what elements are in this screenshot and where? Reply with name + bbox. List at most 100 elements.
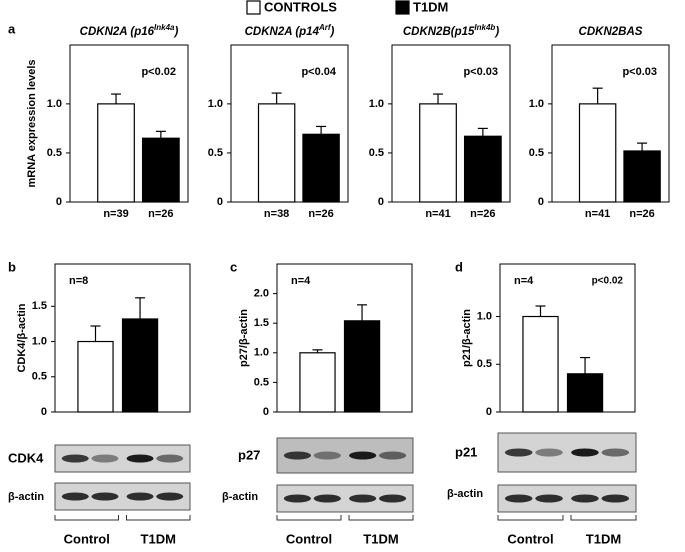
group-bracket bbox=[570, 515, 637, 521]
x-tick-label: n=26 bbox=[470, 208, 495, 220]
x-tick-label: n=41 bbox=[585, 208, 610, 220]
title-part: ) bbox=[172, 26, 178, 38]
group-bracket bbox=[54, 515, 119, 521]
bar bbox=[302, 133, 340, 203]
group-bracket bbox=[497, 515, 564, 521]
group-label: T1DM bbox=[586, 531, 621, 546]
bar bbox=[623, 150, 661, 203]
blot-band bbox=[156, 454, 184, 463]
y-tick-label: 1.0 bbox=[369, 98, 384, 110]
bar bbox=[522, 315, 559, 413]
blot-band bbox=[126, 454, 154, 463]
blot-band bbox=[571, 494, 599, 503]
bar bbox=[578, 103, 617, 203]
y-tick-label: 1.0 bbox=[477, 310, 492, 322]
legend-swatch bbox=[246, 0, 261, 15]
y-tick-label: 0.5 bbox=[477, 358, 492, 370]
panel-label: c bbox=[230, 259, 237, 274]
y-tick-label: 0.5 bbox=[47, 147, 62, 159]
blot-band bbox=[504, 448, 533, 457]
blot-band bbox=[283, 451, 311, 460]
blot-band bbox=[349, 494, 377, 503]
title-part: CDKN2BAS bbox=[579, 26, 643, 38]
y-tick-label: 1.0 bbox=[529, 98, 544, 110]
y-tick-label: 1.0 bbox=[32, 335, 47, 347]
title-part: CDKN2A (p14 bbox=[245, 26, 320, 38]
legend-swatch bbox=[395, 0, 410, 15]
blot-band bbox=[571, 448, 599, 457]
group-label: Control bbox=[507, 531, 553, 546]
panel-label: a bbox=[8, 21, 16, 36]
y-tick-label: 0 bbox=[217, 196, 223, 208]
y-tick-label: 0.5 bbox=[208, 147, 223, 159]
blot-label: β-actin bbox=[222, 491, 258, 503]
blot-band bbox=[535, 448, 563, 457]
blot-band bbox=[283, 494, 311, 503]
blot-label: β-actin bbox=[447, 488, 483, 500]
annotation: p<0.03 bbox=[463, 66, 498, 78]
y-tick-label: 1.5 bbox=[32, 300, 47, 312]
title-part: CDKN2B(p15 bbox=[403, 26, 475, 38]
group-label: Control bbox=[286, 531, 332, 546]
y-tick-label: 0 bbox=[538, 196, 544, 208]
group-label: T1DM bbox=[363, 531, 398, 546]
x-tick-label: n=39 bbox=[103, 208, 128, 220]
group-label: T1DM bbox=[141, 531, 176, 546]
x-tick-label: n=26 bbox=[148, 208, 173, 220]
bar bbox=[257, 103, 296, 203]
title-part: Ink4a bbox=[154, 23, 175, 32]
y-axis-label: mRNA expression levels bbox=[26, 60, 38, 188]
panel-label: d bbox=[455, 259, 463, 274]
x-tick-label: n=38 bbox=[264, 208, 289, 220]
y-tick-label: 1.0 bbox=[254, 347, 269, 359]
bar bbox=[141, 137, 180, 203]
blot-band bbox=[313, 494, 341, 503]
annotation: p<0.02 bbox=[141, 66, 176, 78]
legend-label: T1DM bbox=[413, 0, 448, 14]
group-bracket bbox=[276, 515, 342, 521]
title-part: Arf bbox=[318, 23, 332, 32]
chart-title: CDKN2B(p15Ink4b) bbox=[403, 23, 499, 38]
group-bracket bbox=[348, 515, 414, 521]
blot-band bbox=[61, 492, 89, 501]
annotation: n=8 bbox=[69, 275, 88, 287]
group-label: Control bbox=[64, 531, 110, 546]
bar bbox=[121, 318, 159, 413]
title-part: CDKN2A (p16 bbox=[80, 26, 155, 38]
y-tick-label: 0.5 bbox=[254, 376, 269, 388]
y-tick-label: 0 bbox=[41, 406, 47, 418]
title-part: ) bbox=[493, 26, 499, 38]
blot-band bbox=[156, 492, 184, 501]
x-tick-label: n=41 bbox=[425, 208, 450, 220]
y-axis-label: CDK4/β-actin bbox=[16, 303, 28, 372]
blot-band bbox=[601, 448, 630, 457]
blot-band bbox=[91, 492, 119, 501]
chart-title: CDKN2A (p14Arf) bbox=[245, 23, 335, 38]
blot-label: p21 bbox=[455, 444, 477, 459]
y-tick-label: 0 bbox=[378, 196, 384, 208]
blot-band bbox=[313, 451, 341, 460]
blot-band bbox=[535, 494, 563, 503]
blot-band bbox=[379, 451, 407, 460]
annotation: n=4 bbox=[291, 275, 311, 287]
title-part: ) bbox=[329, 26, 335, 38]
group-bracket bbox=[126, 515, 191, 521]
bar bbox=[566, 373, 604, 413]
chart-title: CDKN2BAS bbox=[579, 26, 643, 38]
y-tick-label: 0 bbox=[263, 406, 269, 418]
blot-label: β-actin bbox=[8, 491, 44, 503]
chart-title: CDKN2A (p16Ink4a) bbox=[80, 23, 179, 38]
y-tick-label: 1.0 bbox=[208, 98, 223, 110]
y-tick-label: 0.5 bbox=[369, 147, 384, 159]
y-axis-label: p27/β-actin bbox=[238, 309, 250, 367]
blot-band bbox=[504, 494, 533, 503]
annotation: p<0.02 bbox=[592, 276, 624, 287]
blot-label: p27 bbox=[238, 447, 260, 462]
bar bbox=[97, 103, 135, 203]
bar bbox=[463, 135, 502, 203]
panel-label: b bbox=[8, 259, 16, 274]
y-tick-label: 2.0 bbox=[254, 288, 269, 300]
y-axis-label: p21/β-actin bbox=[461, 309, 473, 367]
bar bbox=[77, 340, 114, 413]
